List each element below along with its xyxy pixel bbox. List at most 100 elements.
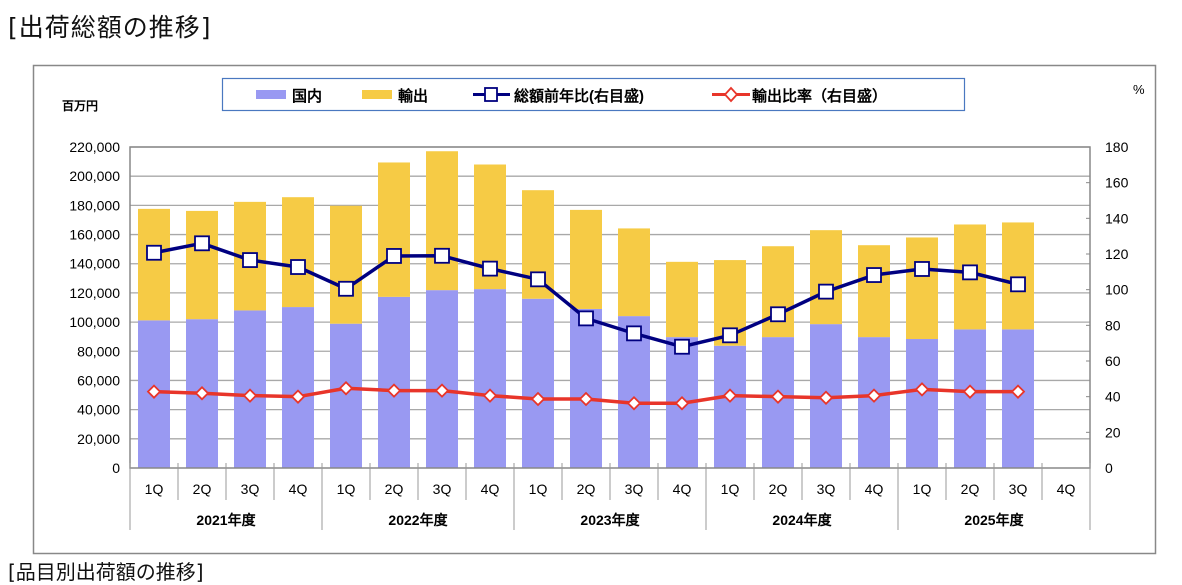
- y-axis-unit-label: 百万円: [62, 99, 98, 113]
- bar-domestic: [618, 316, 650, 468]
- bar-domestic: [378, 296, 410, 468]
- x-tick-label: 4Q: [1057, 481, 1076, 497]
- year-label: 2025年度: [964, 512, 1024, 528]
- bar-export: [666, 261, 698, 338]
- y-tick-label: 180,000: [69, 197, 120, 213]
- point-export-ratio: [482, 388, 498, 403]
- x-tick-label: 2Q: [385, 481, 404, 497]
- x-tick-label: 4Q: [289, 481, 308, 497]
- y2-axis-unit-label: %: [1133, 82, 1145, 97]
- point-yoy: [674, 338, 690, 355]
- shipment-chart: 0 20,000 40,000 60,000 80,000 100,000 120,000 1…: [32, 64, 1157, 555]
- x-tick-label: 2Q: [577, 481, 596, 497]
- x-tick-label: 3Q: [1009, 481, 1028, 497]
- y2-tick-label: 160: [1105, 175, 1129, 191]
- point-yoy: [626, 325, 642, 342]
- year-label: 2024年度: [772, 512, 832, 528]
- bar-export: [570, 209, 602, 309]
- point-yoy: [386, 248, 402, 264]
- y-tick-label: 120,000: [69, 285, 120, 301]
- point-export-ratio: [770, 389, 786, 404]
- x-tick-label: 1Q: [913, 481, 932, 497]
- point-export-ratio: [818, 390, 834, 406]
- legend-square-icon: [484, 87, 498, 102]
- axes: 0 20,000 40,000 60,000 80,000 100,000 120,000 1…: [69, 139, 1129, 530]
- bar-export: [618, 228, 650, 317]
- bar-export: [282, 197, 314, 308]
- y2-tick-label: 120: [1105, 246, 1129, 262]
- point-yoy: [818, 283, 834, 300]
- bar-export: [906, 237, 938, 340]
- y-tick-label: 220,000: [69, 139, 120, 155]
- point-yoy: [1010, 276, 1026, 293]
- bar-export: [186, 210, 218, 320]
- bar-domestic: [714, 345, 746, 468]
- y-tick-label: 160,000: [69, 227, 120, 243]
- point-yoy: [146, 244, 162, 261]
- x-tick-label: 1Q: [721, 481, 740, 497]
- legend-diamond-icon: [723, 86, 739, 103]
- bar-domestic: [282, 307, 314, 468]
- point-export-ratio: [242, 388, 258, 403]
- x-tick-label: 3Q: [817, 481, 836, 497]
- point-yoy: [578, 310, 594, 327]
- y-tick-label: 100,000: [69, 314, 120, 330]
- y2-tick-label: 40: [1105, 389, 1121, 405]
- page-title: [出荷総額の推移]: [8, 13, 212, 42]
- x-tick-label: 4Q: [865, 481, 884, 497]
- bar-export: [378, 162, 410, 297]
- year-label: 2023年度: [580, 512, 640, 528]
- point-yoy: [914, 261, 930, 277]
- legend-swatch-export: [362, 90, 392, 99]
- point-yoy: [962, 264, 978, 281]
- next-section-title: [品目別出荷額の推移]: [8, 560, 204, 584]
- x-tick-label: 3Q: [433, 481, 452, 497]
- y-tick-label: 200,000: [69, 168, 120, 184]
- bar-export: [762, 246, 794, 338]
- y-tick-label: 0: [112, 460, 120, 476]
- point-yoy: [722, 327, 738, 344]
- legend: 国内 輸出 総額前年比(右目盛) 輸出比率（右目盛）: [221, 77, 966, 112]
- y-tick-label: 80,000: [77, 343, 120, 359]
- bar-export: [330, 205, 362, 324]
- year-label: 2021年度: [196, 512, 256, 528]
- point-yoy: [242, 252, 258, 268]
- x-tick-label: 4Q: [673, 481, 692, 497]
- bar-export: [810, 230, 842, 325]
- point-export-ratio: [578, 391, 594, 407]
- bar-export: [1002, 222, 1034, 330]
- lines: [146, 235, 1026, 411]
- bar-domestic: [906, 339, 938, 468]
- point-export-ratio: [1010, 384, 1026, 399]
- x-tick-label: 2Q: [961, 481, 980, 497]
- y-tick-label: 20,000: [77, 431, 120, 447]
- point-export-ratio: [530, 391, 546, 407]
- point-export-ratio: [290, 389, 306, 404]
- legend-label-export: 輸出: [398, 87, 428, 105]
- x-tick-label: 3Q: [625, 481, 644, 497]
- point-export-ratio: [914, 382, 930, 397]
- bar-export: [426, 151, 458, 291]
- bars: [138, 151, 1034, 468]
- bar-domestic: [522, 298, 554, 468]
- x-tick-label: 1Q: [145, 481, 164, 497]
- y2-tick-label: 0: [1105, 460, 1113, 476]
- year-label: 2022年度: [388, 512, 448, 528]
- point-export-ratio: [674, 395, 690, 411]
- point-yoy: [194, 235, 210, 252]
- point-yoy: [482, 260, 498, 277]
- bar-export: [858, 245, 890, 338]
- point-yoy: [290, 259, 306, 275]
- y2-tick-label: 140: [1105, 210, 1129, 226]
- point-export-ratio: [722, 388, 738, 403]
- legend-label-yoy: 総額前年比(右目盛): [514, 87, 644, 105]
- x-tick-label: 4Q: [481, 481, 500, 497]
- x-tick-label: 1Q: [337, 481, 356, 497]
- legend-swatch-domestic: [256, 90, 286, 99]
- point-yoy: [770, 306, 786, 323]
- point-yoy: [434, 247, 450, 264]
- point-yoy: [866, 267, 882, 283]
- y-tick-label: 140,000: [69, 256, 120, 272]
- legend-label-domestic: 国内: [292, 87, 322, 105]
- point-export-ratio: [434, 383, 450, 398]
